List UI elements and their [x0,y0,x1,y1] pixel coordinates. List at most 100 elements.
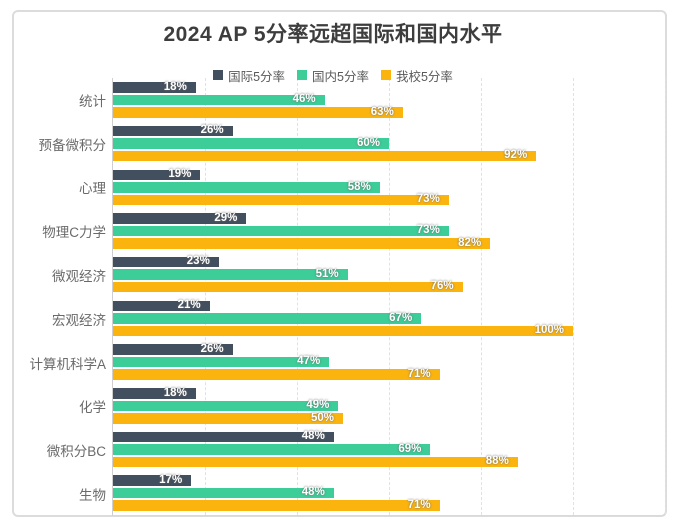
legend-swatch-icon [297,70,308,80]
bar-value-label: 29 [214,211,228,224]
bar: 100% [113,324,573,337]
category-label: 物理C力学 [42,225,106,241]
bar: 51% [113,268,348,280]
bar: 63% [113,105,403,118]
bar-value-suffix: % [369,136,380,149]
bar-value-label: 73 [416,224,430,237]
bar: 46% [113,93,325,106]
legend-item: 国际5分率 [213,66,285,85]
legend-swatch-icon [380,70,391,80]
bar: 69% [113,443,431,455]
bar: 26% [113,342,233,355]
bar-value-suffix: % [383,105,394,118]
bar-value-label: 63 [370,105,384,118]
bar-value-label: 17 [159,473,172,486]
bar-value-label: 26 [200,342,214,355]
bar: 18% [113,386,196,399]
bar-value-label: 48 [301,430,315,443]
bar: 19% [113,168,201,180]
bar-value-suffix: % [227,211,238,224]
bar-value-suffix: % [171,473,183,486]
bar-value-suffix: % [360,180,371,193]
bar-value-label: 26 [200,124,214,137]
bar-group: 19% 58% 73% [113,165,665,209]
bar-group: 23% 51% 76% [113,253,665,297]
bar-value-suffix: % [553,324,564,337]
legend: 国际5分率 国内5分率 我校5分率 [0,66,666,84]
bar-value-suffix: % [213,342,224,355]
bar-value-label: 46 [292,93,306,106]
bar: 82% [113,236,491,249]
category-label: 心理 [79,181,106,197]
bar: 21% [113,299,210,312]
gridline [573,78,574,515]
bar-value-suffix: % [181,168,192,180]
bar: 29% [113,211,247,224]
bar-value-label: 58 [347,180,361,193]
bar: 73% [113,193,449,205]
bar-value-suffix: % [176,80,187,93]
category-label: 宏观经济 [52,312,106,328]
bar: 18% [113,80,196,93]
bar-value-suffix: % [176,386,187,399]
bar-value-label: 92 [504,149,517,162]
bar: 73% [113,224,449,237]
bar-value-suffix: % [420,498,431,511]
bar: 48% [113,430,334,443]
bar-value-label: 47 [297,355,310,368]
gridline [205,78,206,515]
bar-value-suffix: % [516,149,528,162]
bar: 26% [113,124,233,137]
legend-item: 国内5分率 [297,66,369,85]
bar: 88% [113,456,518,468]
bar: 67% [113,311,422,324]
category-label: 化学 [79,400,106,416]
bar-value-label: 67 [389,311,402,324]
bar: 92% [113,149,537,162]
bar: 49% [113,399,339,412]
bar-value-suffix: % [420,367,431,380]
bar-value-suffix: % [443,280,454,293]
category-label: 微观经济 [52,269,106,285]
bar-value-label: 18 [163,386,177,399]
bar: 76% [113,280,463,293]
bar-value-suffix: % [323,411,334,424]
bar-group: 18% 46% 63% [113,78,665,122]
category-label: 生物 [79,488,106,504]
legend-label: 国内5分率 [312,69,369,84]
plot-area: 18% 46% 63% 26% 60% 92% 19% 58% 73% 29% 73% 82% 23% 5… [112,78,666,516]
bar-group: 26% 60% 92% [113,122,665,166]
legend-label: 国际5分率 [228,69,286,84]
gridline [297,78,298,515]
bar-value-label: 82 [458,236,471,249]
legend-swatch-icon [213,70,224,80]
bar-group: 17% 48% 71% [113,471,665,515]
bar-value-suffix: % [199,255,210,268]
bar-value-suffix: % [314,486,325,499]
bar-value-label: 19 [168,168,182,180]
bar-value-label: 73 [416,193,430,205]
bar-value-label: 49 [306,399,320,412]
bar-value-suffix: % [429,193,440,205]
bar-value-label: 18 [163,80,177,93]
bar: 71% [113,367,440,380]
bar: 50% [113,411,343,424]
bar-value-label: 21 [177,299,191,312]
category-label: 统计 [79,93,106,109]
bar-value-suffix: % [429,224,440,237]
bar-value-suffix: % [319,399,330,412]
bar-value-suffix: % [305,93,316,106]
bar-value-label: 71 [407,367,421,380]
bar-value-label: 23 [186,255,200,268]
gridline [389,78,390,515]
category-label: 微积分BC [46,444,106,460]
bar-value-suffix: % [470,236,482,249]
legend-item: 我校5分率 [380,66,453,85]
bar-value-suffix: % [213,124,224,137]
legend-label: 我校5分率 [395,69,453,84]
bar: 60% [113,136,389,149]
gridline [481,78,482,515]
bar: 47% [113,355,330,368]
bar-group: 26% 47% 71% [113,340,665,384]
bar: 23% [113,255,219,268]
